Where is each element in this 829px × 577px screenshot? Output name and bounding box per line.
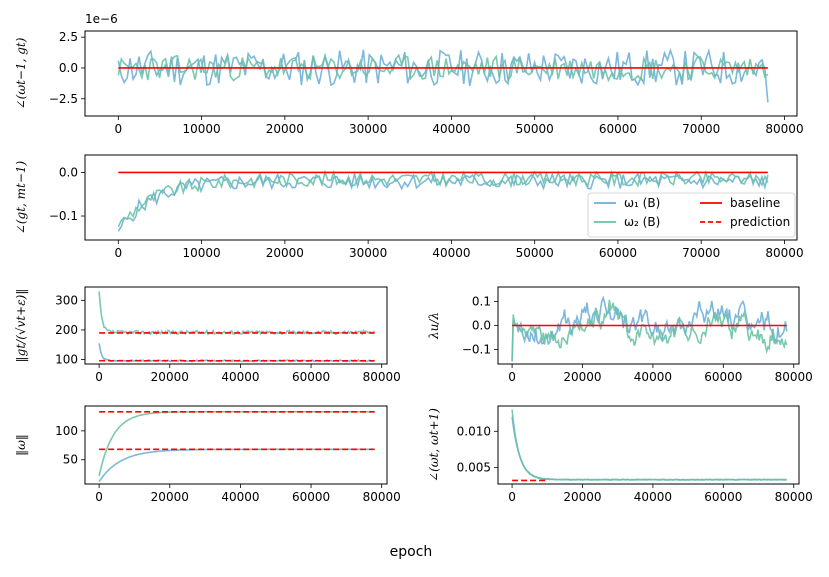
y-axis-label: ‖gt/(√vt+ε)‖ — [14, 289, 28, 363]
y-tick-label: 200 — [55, 323, 78, 337]
x-tick-label: 60000 — [292, 370, 330, 384]
x-tick-label: 40000 — [221, 490, 259, 504]
panel-p2: 0 10000 20000 30000 40000 50000 60000 70000 8000… — [14, 154, 804, 260]
x-tick-label: 60000 — [704, 370, 742, 384]
series-omega2-line — [98, 291, 376, 337]
y-axis-label: ∠(gt, mt−1) — [14, 160, 28, 234]
y-tick-label: 100 — [55, 353, 78, 367]
series-omega2-line — [511, 409, 787, 481]
x-tick-label: 60000 — [599, 246, 637, 260]
legend-label-omega1: ω₁ (B) — [624, 196, 660, 210]
x-tick-label: 60000 — [292, 490, 330, 504]
x-tick-label: 80000 — [765, 246, 803, 260]
y-tick-label: 0.010 — [457, 424, 491, 438]
y-tick-label: −0.1 — [462, 343, 491, 357]
x-tick-label: 40000 — [634, 370, 672, 384]
legend-box — [587, 192, 796, 238]
x-tick-label: 20000 — [266, 246, 304, 260]
y-tick-label: 2.5 — [59, 30, 78, 44]
x-tick-label: 60000 — [704, 490, 742, 504]
y-tick-label: −0.1 — [49, 209, 78, 223]
x-tick-label: 20000 — [563, 490, 601, 504]
x-tick-label: 30000 — [349, 246, 387, 260]
x-tick-label: 0 — [114, 122, 122, 136]
y-tick-label: −2.5 — [49, 92, 78, 106]
y-axis-label: ∠(ωt−1, gt) — [14, 37, 28, 109]
offset-text: 1e−6 — [85, 12, 118, 26]
y-tick-label: 0.0 — [472, 319, 491, 333]
x-tick-label: 0 — [95, 490, 103, 504]
series-omega2-line — [98, 411, 375, 477]
x-tick-label: 70000 — [682, 122, 720, 136]
legend-label-prediction: prediction — [730, 215, 790, 229]
panel-p5: 0 20000 40000 60000 80000 50 100 ‖ω‖ — [14, 405, 401, 504]
axes-frame — [84, 286, 388, 365]
y-axis-label: λu/λ — [427, 312, 441, 340]
x-tick-label: 20000 — [563, 370, 601, 384]
x-tick-label: 80000 — [363, 490, 401, 504]
x-tick-label: 40000 — [432, 122, 470, 136]
axes-frame — [84, 405, 388, 485]
x-tick-label: 10000 — [182, 246, 220, 260]
axes-frame — [497, 286, 800, 365]
y-tick-label: 100 — [55, 424, 78, 438]
axes-frame — [84, 30, 798, 117]
series-omega1-line — [511, 295, 788, 362]
x-tick-label: 20000 — [151, 490, 189, 504]
x-tick-label: 80000 — [363, 370, 401, 384]
series-omega2-line — [117, 53, 769, 83]
y-tick-label: 50 — [63, 453, 78, 467]
x-tick-label: 0 — [508, 490, 516, 504]
x-tick-label: 0 — [508, 370, 516, 384]
y-tick-label: 0.1 — [472, 294, 491, 308]
x-tick-label: 50000 — [516, 122, 554, 136]
x-tick-label: 80000 — [765, 122, 803, 136]
x-tick-label: 0 — [114, 246, 122, 260]
panel-p4: 0 20000 40000 60000 80000 −0.1 0.0 0.1 λu/λ — [427, 286, 813, 384]
panel-p1: 0 10000 20000 30000 40000 50000 60000 70000 8000… — [14, 12, 804, 136]
x-tick-label: 20000 — [151, 370, 189, 384]
x-tick-label: 0 — [95, 370, 103, 384]
axes-frame — [497, 405, 800, 485]
y-tick-label: 0.005 — [457, 460, 491, 474]
y-axis-label: ∠(ωt, ωt+1) — [427, 408, 441, 482]
x-tick-label: 40000 — [432, 246, 470, 260]
panel-p3: 0 20000 40000 60000 80000 100 200 300 ‖gt/(√vt+ε… — [14, 286, 401, 384]
x-tick-label: 80000 — [775, 490, 813, 504]
x-tick-label: 20000 — [266, 122, 304, 136]
series-omega2-line — [511, 299, 788, 360]
panel-p6: 0 20000 40000 60000 80000 0.005 0.010 ∠(ωt, ωt+… — [427, 405, 813, 504]
series-omega1-line — [511, 416, 787, 481]
x-tick-label: 10000 — [182, 122, 220, 136]
legend: ω₁ (B) ω₂ (B) baseline prediction — [587, 192, 796, 238]
x-tick-label: 40000 — [221, 370, 259, 384]
y-axis-label: ‖ω‖ — [14, 434, 28, 456]
x-tick-label: 70000 — [682, 246, 720, 260]
series-omega1-line — [98, 343, 376, 363]
x-tick-label: 50000 — [516, 246, 554, 260]
y-tick-label: 300 — [55, 293, 78, 307]
x-tick-label: 80000 — [775, 370, 813, 384]
x-tick-label: 30000 — [349, 122, 387, 136]
legend-label-baseline: baseline — [730, 196, 780, 210]
x-tick-label: 40000 — [634, 490, 672, 504]
axes-frame — [84, 154, 798, 241]
legend-label-omega2: ω₂ (B) — [624, 215, 660, 229]
series-omega1-line — [98, 448, 375, 483]
y-tick-label: 0.0 — [59, 165, 78, 179]
x-axis-label: epoch — [390, 544, 433, 560]
y-tick-label: 0.0 — [59, 61, 78, 75]
series-omega2-line — [117, 169, 769, 228]
x-tick-label: 60000 — [599, 122, 637, 136]
